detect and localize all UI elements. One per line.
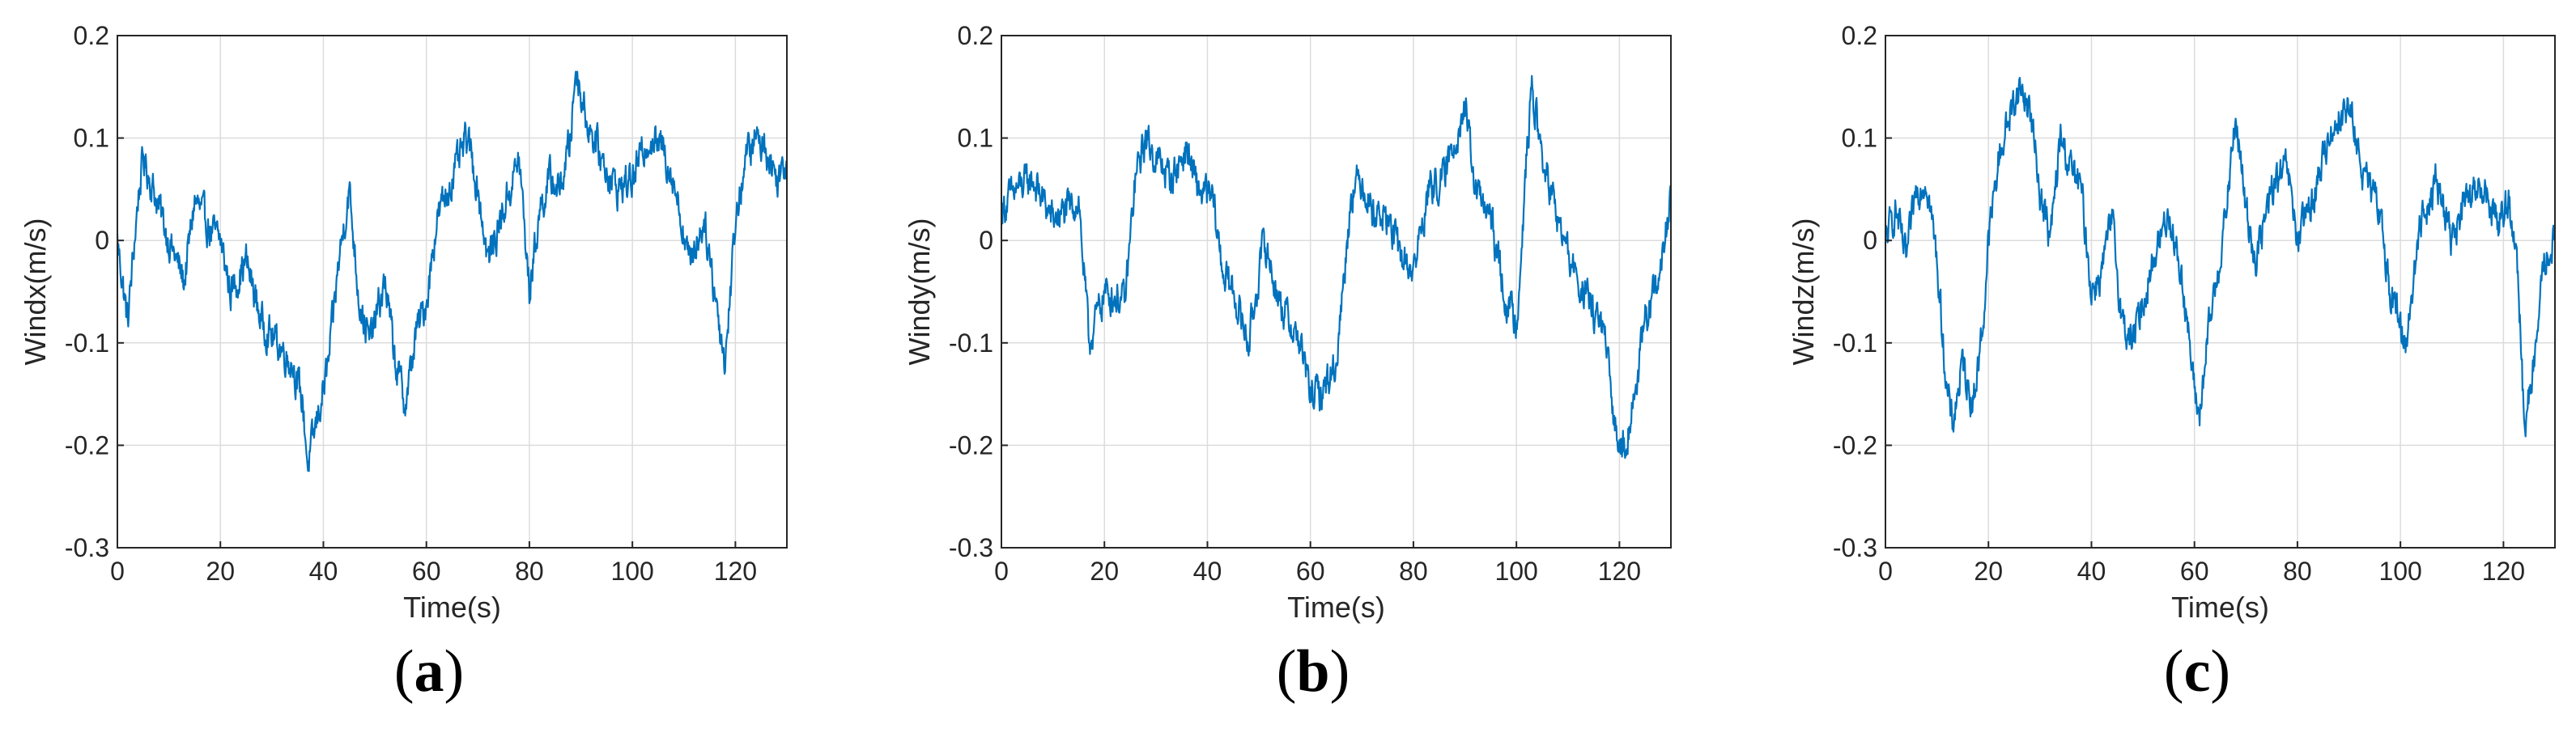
caption-c-letter: c [2183,638,2211,705]
x-tick-label-b-40: 40 [1193,557,1222,586]
caption-a-letter: a [414,638,444,705]
axes-box-c [1885,35,2556,549]
x-tick-label-c-60: 60 [2180,557,2209,586]
caption-b-letter: b [1296,638,1330,705]
caption-a: (a) [393,638,465,705]
x-tick-label-c-0: 0 [1878,557,1893,586]
x-axis-label-b: Time(s) [1287,591,1385,624]
series-line-c [1884,76,2557,438]
y-tick-label-a-0.2: 0.2 [74,21,109,50]
chart-b-svg: 0 20 40 60 80 100 120 -0.3 -0.2 -0.1 0 0.1 0.2 Time(s… [903,21,1673,624]
y-tick-label-c-0: 0 [1863,226,1877,255]
plot-area-c [1885,36,2555,548]
x-tick-label-b-60: 60 [1296,557,1325,586]
y-tick-label-b--0.3: -0.3 [949,533,993,562]
y-tick-label-a--0.2: -0.2 [65,430,109,460]
y-axis-label-c: Windz(m/s) [1787,218,1820,366]
y-tick-label-c--0.2: -0.2 [1833,430,1877,460]
y-tick-label-c-0.1: 0.1 [1842,124,1877,153]
subplot-b: 0 20 40 60 80 100 120 -0.3 -0.2 -0.1 0 0.1 0.2 Time(s… [884,0,1742,733]
series-line-a [116,70,789,472]
y-tick-label-c--0.1: -0.1 [1833,328,1877,358]
x-tick-label-c-80: 80 [2283,557,2312,586]
y-tick-label-a-0.1: 0.1 [74,124,109,153]
chart-c-svg: 0 20 40 60 80 100 120 -0.3 -0.2 -0.1 0 0.1 0.2 Time(s… [1787,21,2557,624]
x-tick-label-b-100: 100 [1494,557,1537,586]
y-tick-label-c--0.3: -0.3 [1833,533,1877,562]
x-tick-label-a-80: 80 [515,557,544,586]
x-axis-label-a: Time(s) [403,591,501,624]
x-tick-label-c-100: 100 [2378,557,2421,586]
y-tick-label-b-0.2: 0.2 [958,21,993,50]
plot-area-a [117,36,787,548]
x-tick-label-a-120: 120 [714,557,757,586]
x-tick-label-c-120: 120 [2482,557,2525,586]
series-line-b [1000,74,1673,460]
axes-box-b [1001,35,1672,549]
x-tick-label-b-120: 120 [1598,557,1641,586]
x-tick-label-a-0: 0 [110,557,125,586]
caption-c: (c) [2163,638,2231,705]
plot-area-b [1001,36,1671,548]
subplot-a: 0 20 40 60 80 100 120 -0.3 -0.2 -0.1 0 0.1 0.2 Time(s… [0,0,858,733]
x-tick-label-c-40: 40 [2077,557,2106,586]
y-tick-label-a--0.3: -0.3 [65,533,109,562]
x-tick-label-b-80: 80 [1399,557,1428,586]
x-tick-label-b-0: 0 [994,557,1009,586]
x-tick-label-a-20: 20 [206,557,235,586]
y-tick-label-b--0.2: -0.2 [949,430,993,460]
y-axis-label-b: Windy(m/s) [903,218,936,366]
subplot-c: 0 20 40 60 80 100 120 -0.3 -0.2 -0.1 0 0.1 0.2 Time(s… [1768,0,2576,733]
x-tick-label-b-20: 20 [1090,557,1119,586]
y-tick-label-b-0: 0 [979,226,993,255]
axes-box-a [117,35,788,549]
x-tick-label-a-60: 60 [412,557,441,586]
y-tick-label-a-0: 0 [95,226,109,255]
caption-b: (b) [1276,638,1350,705]
y-tick-label-b-0.1: 0.1 [958,124,993,153]
y-tick-label-c-0.2: 0.2 [1842,21,1877,50]
x-axis-label-c: Time(s) [2171,591,2269,624]
x-tick-label-c-20: 20 [1974,557,2003,586]
y-axis-label-a: Windx(m/s) [19,218,52,366]
y-tick-label-a--0.1: -0.1 [65,328,109,358]
y-tick-label-b--0.1: -0.1 [949,328,993,358]
chart-a-svg: 0 20 40 60 80 100 120 -0.3 -0.2 -0.1 0 0.1 0.2 Time(s… [19,21,789,624]
x-tick-label-a-100: 100 [610,557,653,586]
x-tick-label-a-40: 40 [309,557,338,586]
